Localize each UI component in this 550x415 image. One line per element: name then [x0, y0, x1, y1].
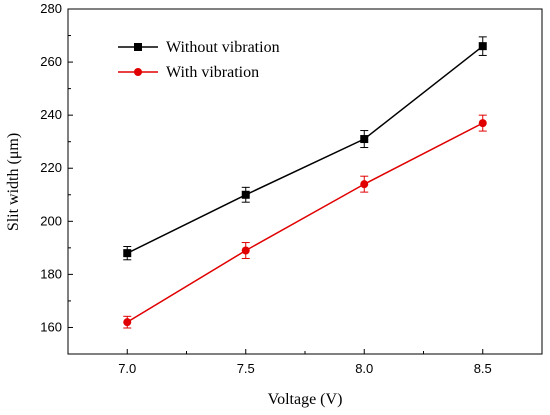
- x-ticks: 7.0 7.5 8.0 8.5: [118, 349, 492, 376]
- data-point-with-vibration: [360, 180, 369, 189]
- y-tick-label: 200: [40, 213, 62, 228]
- y-tick-label: 160: [40, 319, 62, 334]
- y-tick-label: 240: [40, 107, 62, 122]
- x-tick-label: 8.5: [474, 361, 492, 376]
- y-tick-label: 260: [40, 54, 62, 69]
- y-ticks: 160 180 200 220 240 260 280: [40, 1, 73, 334]
- y-tick-label: 180: [40, 266, 62, 281]
- legend-label-with-vibration: With vibration: [166, 64, 259, 81]
- legend-label-without-vibration: Without vibration: [166, 39, 280, 56]
- plot-frame: [67, 8, 543, 355]
- data-point-with-vibration: [478, 119, 487, 128]
- legend: Without vibration With vibration: [118, 39, 280, 81]
- data-point-with-vibration: [123, 318, 132, 327]
- x-tick-label: 7.0: [118, 361, 136, 376]
- y-tick-label: 220: [40, 160, 62, 175]
- legend-marker-with-vibration: [134, 68, 142, 76]
- x-tick-label: 7.5: [237, 361, 255, 376]
- y-tick-label: 280: [40, 1, 62, 16]
- data-point-with-vibration: [241, 246, 250, 255]
- marks-layer: [123, 36, 487, 329]
- data-point-without-vibration: [478, 42, 487, 51]
- y-axis-title: Slit width (μm): [5, 133, 22, 231]
- data-point-without-vibration: [123, 249, 132, 258]
- data-point-without-vibration: [241, 190, 250, 199]
- series-line-without-vibration: [126, 45, 484, 254]
- series-line-with-vibration: [126, 122, 484, 323]
- x-tick-label: 8.0: [355, 361, 373, 376]
- data-point-without-vibration: [360, 135, 369, 144]
- x-axis-title: Voltage (V): [268, 391, 343, 408]
- legend-marker-without-vibration: [134, 43, 142, 51]
